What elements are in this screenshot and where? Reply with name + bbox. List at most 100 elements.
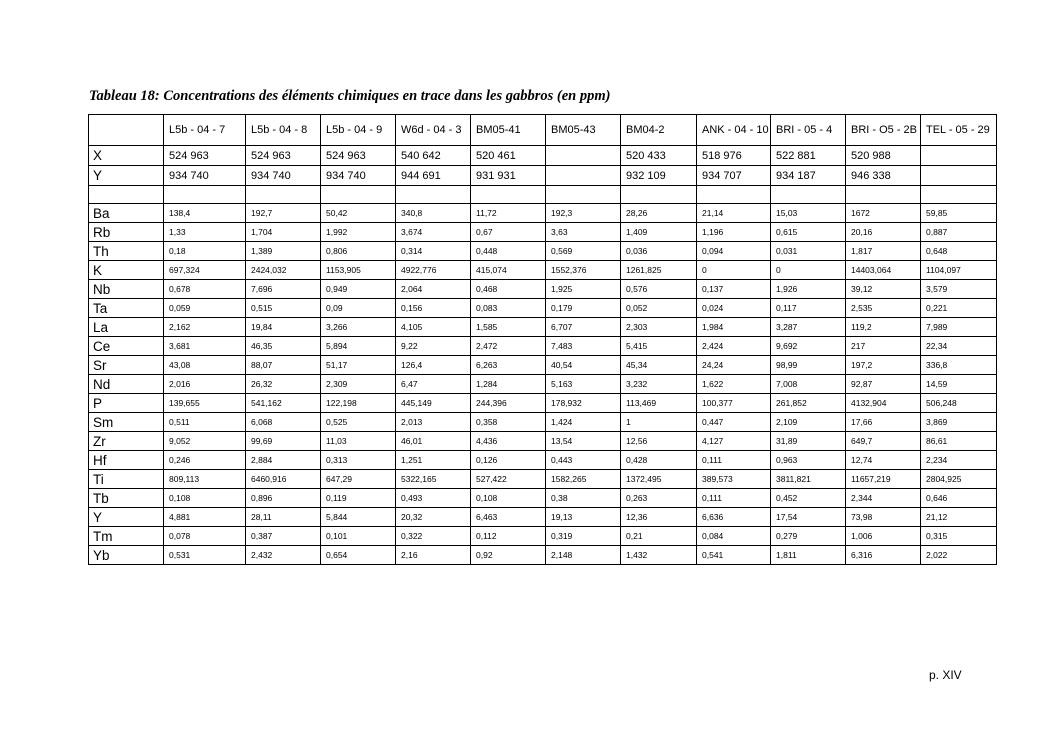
table-cell: 2,234	[920, 450, 997, 470]
column-header: L5b - 04 - 7	[163, 114, 246, 146]
trace-elements-table: L5b - 04 - 7 L5b - 04 - 8 L5b - 04 - 9 W6d …	[88, 114, 997, 565]
empty-cell	[470, 185, 546, 204]
table-cell: 0,119	[320, 488, 396, 508]
table-cell: 1,925	[545, 279, 621, 299]
table-cell: 21,14	[696, 203, 771, 223]
empty-cell	[395, 185, 471, 204]
table-cell: 0,279	[770, 526, 846, 546]
table-cell: 7,483	[545, 336, 621, 356]
row-label: Hf	[88, 450, 164, 470]
table-cell: 1,196	[696, 222, 771, 242]
table-cell: 2,162	[163, 317, 246, 337]
table-cell: 46,01	[395, 431, 471, 451]
table-cell: 39,12	[845, 279, 921, 299]
table-cell: 3,266	[320, 317, 396, 337]
table-cell: 3,869	[920, 412, 997, 432]
table-cell: 6,263	[470, 355, 546, 375]
table-row: K 697,324 2424,032 1153,905 4922,776 415,074 1…	[88, 260, 997, 280]
table-cell: 12,36	[620, 507, 697, 527]
table-cell: 0,428	[620, 450, 697, 470]
table-cell: 0,09	[320, 298, 396, 318]
table-cell: 2,013	[395, 412, 471, 432]
column-header	[88, 114, 164, 146]
row-label: Y	[88, 165, 164, 186]
table-cell: 0,322	[395, 526, 471, 546]
table-cell: 1,006	[845, 526, 921, 546]
table-cell: 2,064	[395, 279, 471, 299]
table-cell: 0,576	[620, 279, 697, 299]
table-cell: 0,452	[770, 488, 846, 508]
table-cell: 2,016	[163, 374, 246, 394]
table-cell: 98,99	[770, 355, 846, 375]
table-cell: 113,469	[620, 393, 697, 413]
table-row: Y 4,881 28,11 5,844 20,32 6,463 19,13 12,36 6,63…	[88, 507, 997, 527]
table-caption: Tableau 18: Concentrations des éléments …	[89, 88, 611, 104]
row-label: Nd	[88, 374, 164, 394]
table-row: Th 0,18 1,389 0,806 0,314 0,448 0,569 0,036 0,09…	[88, 241, 997, 261]
table-cell: 518 976	[696, 145, 771, 166]
table-cell: 50,42	[320, 203, 396, 223]
table-cell: 7,008	[770, 374, 846, 394]
table-row: Ti 809,113 6460,916 647,29 5322,165 527,422 15…	[88, 469, 997, 489]
table-cell: 0,246	[163, 450, 246, 470]
table-cell: 178,932	[545, 393, 621, 413]
column-header: BM05-41	[470, 114, 546, 146]
coordinate-row: Y 934 740 934 740 934 740 944 691 931 931 932 …	[88, 165, 997, 186]
table-cell: 0,569	[545, 241, 621, 261]
table-cell: 0,531	[163, 545, 246, 565]
table-cell: 6,068	[245, 412, 321, 432]
table-cell: 3,681	[163, 336, 246, 356]
table-cell	[545, 165, 621, 186]
table-cell: 4,436	[470, 431, 546, 451]
table-cell: 0,083	[470, 298, 546, 318]
table-cell: 12,74	[845, 450, 921, 470]
table-cell: 2,309	[320, 374, 396, 394]
table-cell: 647,29	[320, 469, 396, 489]
empty-cell	[770, 185, 846, 204]
table-row: Tb 0,108 0,896 0,119 0,493 0,108 0,38 0,263 0,11…	[88, 488, 997, 508]
table-cell: 0,887	[920, 222, 997, 242]
table-cell: 3,674	[395, 222, 471, 242]
table-cell: 934 707	[696, 165, 771, 186]
table-cell: 520 433	[620, 145, 697, 166]
table-cell: 445,149	[395, 393, 471, 413]
table-cell: 92,87	[845, 374, 921, 394]
table-cell: 45,34	[620, 355, 697, 375]
table-cell: 122,198	[320, 393, 396, 413]
empty-cell	[845, 185, 921, 204]
table-cell: 11,72	[470, 203, 546, 223]
column-header: L5b - 04 - 8	[245, 114, 321, 146]
table-cell: 0,511	[163, 412, 246, 432]
table-cell: 0,179	[545, 298, 621, 318]
table-cell: 0	[770, 260, 846, 280]
table-cell: 6,463	[470, 507, 546, 527]
table-cell: 9,692	[770, 336, 846, 356]
table-cell: 4,881	[163, 507, 246, 527]
table-cell: 217	[845, 336, 921, 356]
table-cell: 0,221	[920, 298, 997, 318]
table-cell: 46,35	[245, 336, 321, 356]
table-cell: 15,03	[770, 203, 846, 223]
table-cell: 197,2	[845, 355, 921, 375]
row-label: Ce	[88, 336, 164, 356]
table-cell: 0,646	[920, 488, 997, 508]
table-cell: 2,432	[245, 545, 321, 565]
table-cell: 0,137	[696, 279, 771, 299]
table-cell: 0,648	[920, 241, 997, 261]
table-cell: 1582,265	[545, 469, 621, 489]
table-cell: 0,315	[920, 526, 997, 546]
empty-cell	[88, 185, 164, 204]
column-header: BRI - 05 - 4	[770, 114, 846, 146]
table-cell: 0,108	[163, 488, 246, 508]
table-cell: 17,66	[845, 412, 921, 432]
table-cell: 1104,097	[920, 260, 997, 280]
table-cell: 5,163	[545, 374, 621, 394]
table-cell: 6,316	[845, 545, 921, 565]
table-cell: 0,112	[470, 526, 546, 546]
table-cell: 1,585	[470, 317, 546, 337]
table-cell: 0,615	[770, 222, 846, 242]
empty-cell	[245, 185, 321, 204]
column-header: ANK - 04 - 10	[696, 114, 771, 146]
table-cell: 0,314	[395, 241, 471, 261]
empty-cell	[620, 185, 697, 204]
